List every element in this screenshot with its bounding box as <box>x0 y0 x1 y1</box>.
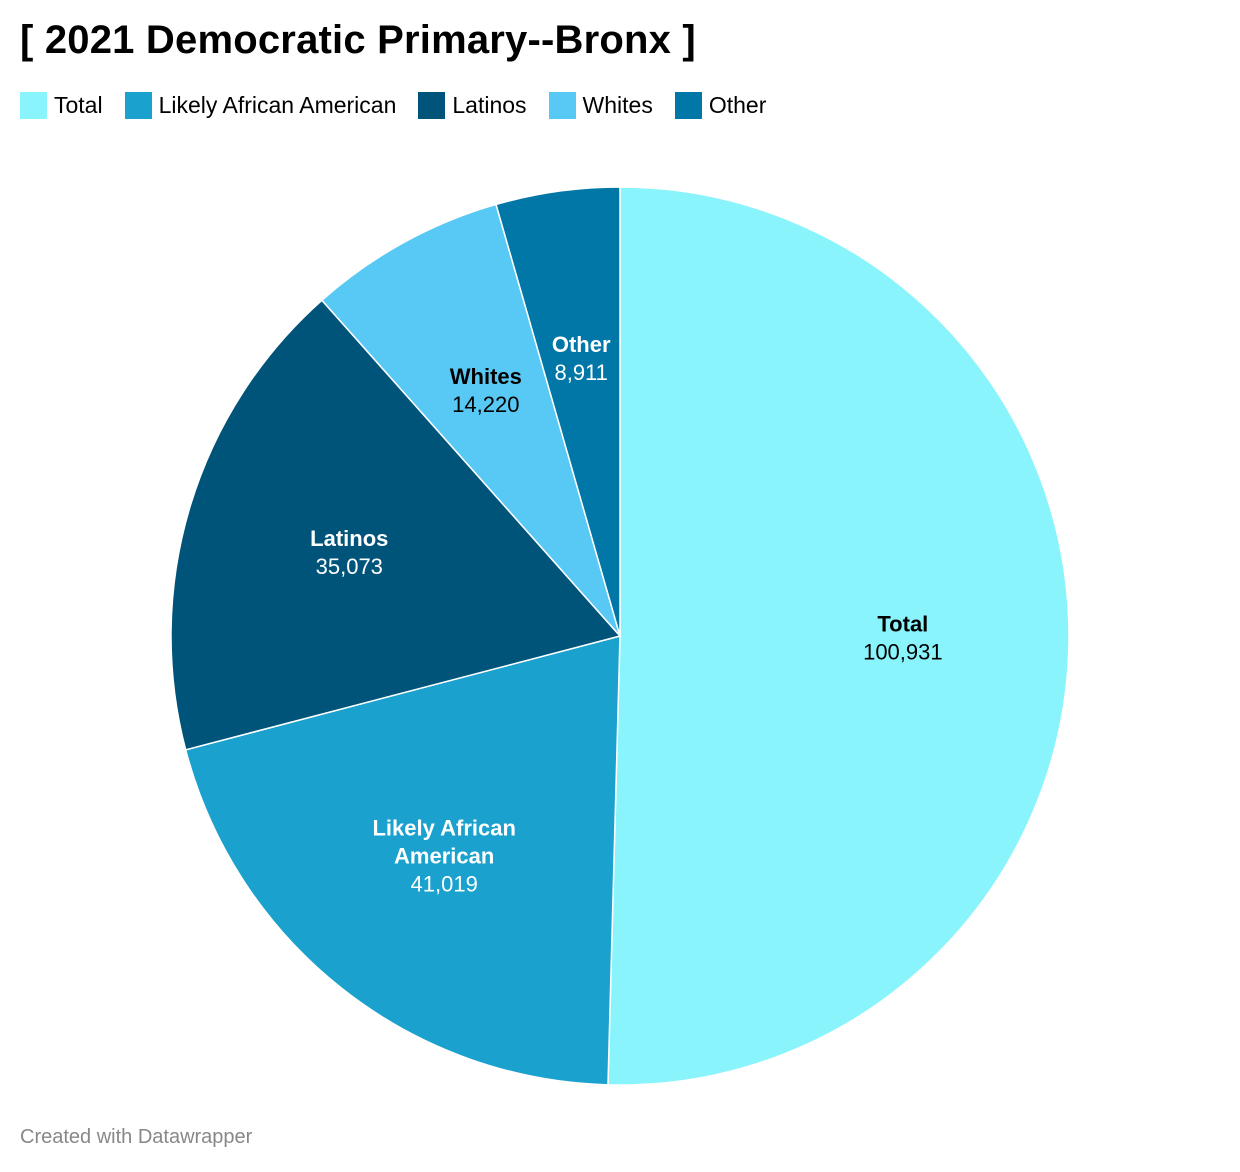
legend-swatch <box>418 92 446 119</box>
slice-label-name: Latinos <box>310 526 388 551</box>
slice-label-value: 41,019 <box>411 871 478 896</box>
slice-label-name: Other <box>552 332 611 357</box>
chart-legend: Total Likely African American Latinos White… <box>20 92 766 119</box>
legend-item-whites: Whites <box>548 92 653 119</box>
pie-slice-other <box>495 186 621 637</box>
slice-label-value: 100,931 <box>863 640 943 665</box>
legend-item-other: Other <box>674 92 767 119</box>
pie-slice-latinos <box>170 299 622 751</box>
slice-label-other: Other 8,911 <box>552 332 611 385</box>
slice-label-total: Total 100,931 <box>863 612 943 665</box>
slice-label-whites: Whites 14,220 <box>450 364 522 417</box>
slice-label-likely-african-american: Likely African American 41,019 <box>372 815 515 896</box>
legend-item-total: Total <box>20 92 103 119</box>
pie-slice-whites <box>320 203 621 637</box>
legend-label: Latinos <box>452 92 527 118</box>
slice-label-name: Whites <box>450 364 522 389</box>
pie-slice-total <box>607 186 1070 1086</box>
chart-title: [ 2021 Democratic Primary--Bronx ] <box>20 18 696 62</box>
slice-label-name: Total <box>877 612 928 637</box>
slice-label-name: American <box>394 843 494 868</box>
legend-label: Total <box>54 92 103 118</box>
legend-label: Likely African American <box>158 92 397 118</box>
slice-label-value: 14,220 <box>452 392 519 417</box>
pie-slice-likely-african-american <box>184 635 621 1086</box>
legend-swatch <box>674 92 702 119</box>
legend-item-latinos: Latinos <box>418 92 527 119</box>
legend-swatch <box>548 92 576 119</box>
legend-swatch <box>20 92 47 119</box>
slice-label-latinos: Latinos 35,073 <box>310 526 388 579</box>
slice-label-name: Likely African <box>372 815 515 840</box>
legend-swatch <box>124 92 152 119</box>
legend-item-likely-african-american: Likely African American <box>124 92 397 119</box>
legend-label: Other <box>708 92 767 118</box>
credit-footer: Created with Datawrapper <box>20 1126 253 1148</box>
slice-label-value: 35,073 <box>316 554 383 579</box>
slice-label-value: 8,911 <box>554 360 607 385</box>
legend-label: Whites <box>582 92 653 118</box>
